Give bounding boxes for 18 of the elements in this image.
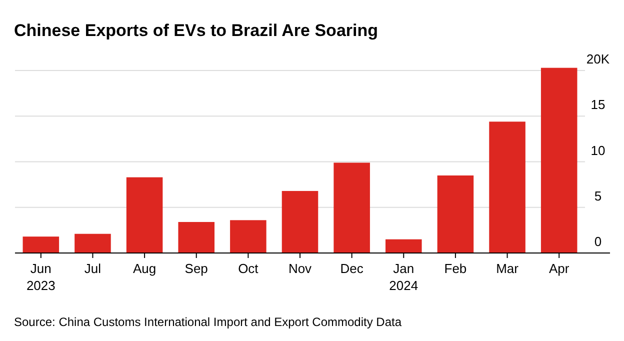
source-note: Source: China Customs International Import and Export Commodity Data (14, 315, 402, 329)
y-tick-label: 5 (594, 188, 602, 204)
x-tick-label: Sep (184, 261, 208, 276)
y-tick-label: 10 (590, 142, 606, 158)
x-tick-label: Jul (84, 261, 102, 276)
x-tick-label: Feb (444, 261, 467, 276)
chart-title: Chinese Exports of EVs to Brazil Are Soaring (14, 21, 378, 40)
x-tick-label: Oct (238, 261, 259, 276)
x-tick-label: Dec (340, 261, 364, 276)
y-tick-label: 20K (586, 52, 610, 67)
x-tick-label: Nov (288, 261, 312, 276)
x-tick-label: Jan 2024 (389, 261, 418, 293)
x-tick-label: Jun 2023 (26, 261, 56, 293)
x-tick-label: Mar (496, 261, 520, 276)
y-tick-label: 15 (590, 97, 606, 112)
x-tick-label: Apr (548, 261, 570, 276)
x-tick-label: Aug (132, 261, 156, 276)
y-tick-label: 0 (594, 234, 602, 249)
